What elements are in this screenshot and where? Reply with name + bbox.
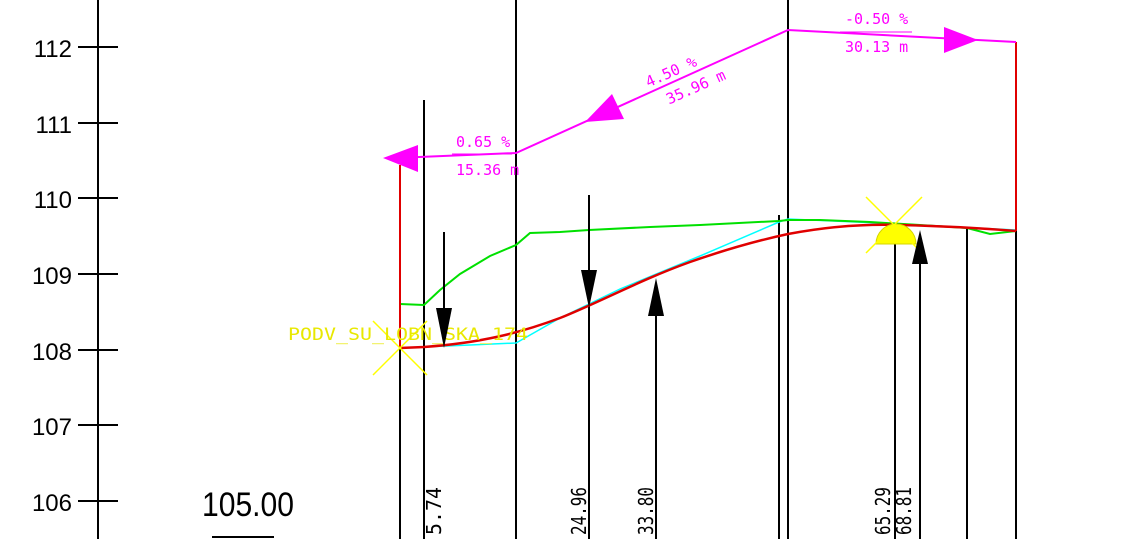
arrow-2496-head	[581, 270, 597, 308]
high-point-cap	[875, 223, 917, 245]
point-label: PODV_SU_LOBN_SKA_174	[288, 325, 528, 345]
station-label-6529: 65.29	[871, 487, 895, 535]
grade-3-percent: -0.50 %	[845, 10, 908, 28]
grade-3-length: 30.13 m	[845, 38, 908, 56]
elevation-axis	[78, 0, 118, 539]
station-label-3380: 33.80	[634, 487, 658, 535]
station-label-6881: 68.81	[892, 487, 916, 535]
grade-1-length: 15.36 m	[456, 161, 519, 179]
axis-label-107: 107	[32, 414, 72, 441]
station-label-574: 5.74	[422, 487, 446, 535]
grade-arrow-1	[383, 145, 418, 172]
grade-1-percent: 0.65 %	[456, 133, 510, 151]
axis-label-109: 109	[32, 263, 72, 290]
arrow-574-head	[436, 308, 452, 348]
station-lines	[399, 0, 1017, 539]
grade-arrow-2	[585, 94, 624, 122]
axis-label-106: 106	[32, 490, 72, 517]
grade-arrow-3	[944, 27, 978, 53]
station-label-2496: 24.96	[567, 487, 591, 535]
axis-label-112: 112	[34, 36, 72, 63]
axis-label-110: 110	[34, 187, 72, 214]
point-marker[interactable]	[372, 320, 428, 376]
station-arrows	[436, 195, 928, 348]
high-point-marker[interactable]	[865, 196, 923, 254]
grade-line	[394, 28, 1017, 159]
axis-label-111: 111	[36, 112, 72, 139]
arrow-3380-head	[648, 278, 664, 316]
datum-label: 105.00	[202, 486, 294, 524]
design-profile-line	[399, 223, 1017, 350]
axis-label-108: 108	[32, 339, 72, 366]
arrow-6881-head	[912, 230, 928, 264]
